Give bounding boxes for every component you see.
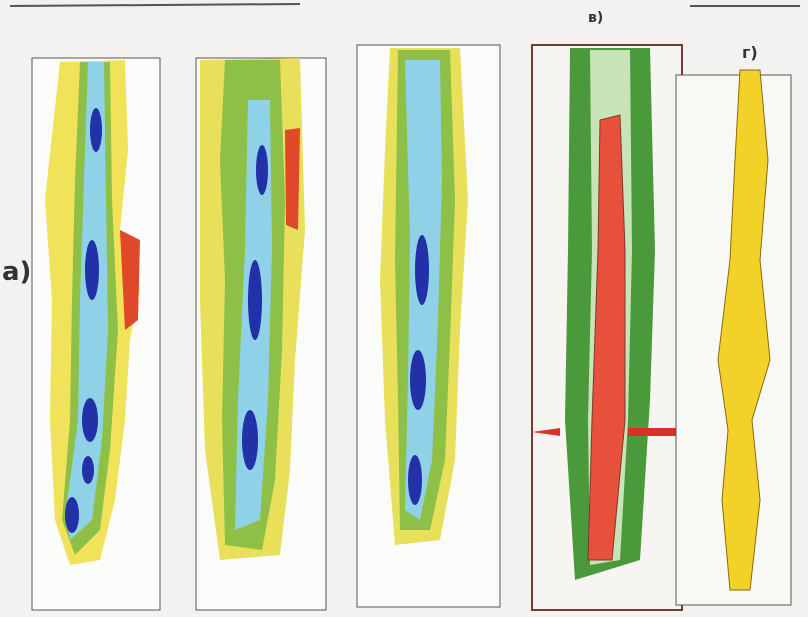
core: [65, 497, 79, 533]
core: [90, 108, 102, 152]
panel-label: а): [2, 257, 31, 287]
core: [408, 455, 422, 505]
core: [85, 240, 99, 300]
red-zone: [285, 128, 300, 230]
core: [82, 398, 98, 442]
core: [256, 145, 268, 195]
figure: а) в) г): [0, 0, 808, 617]
core: [248, 260, 262, 340]
core: [82, 456, 94, 484]
map-panel-2: [196, 58, 326, 610]
panel-label: г): [742, 43, 758, 62]
map-panel-1: [32, 58, 160, 610]
map-panel-3: [357, 45, 500, 607]
panel-label: в): [588, 10, 603, 26]
core: [415, 235, 429, 305]
core: [242, 410, 258, 470]
map-panel-5: [676, 70, 791, 605]
core: [410, 350, 426, 410]
